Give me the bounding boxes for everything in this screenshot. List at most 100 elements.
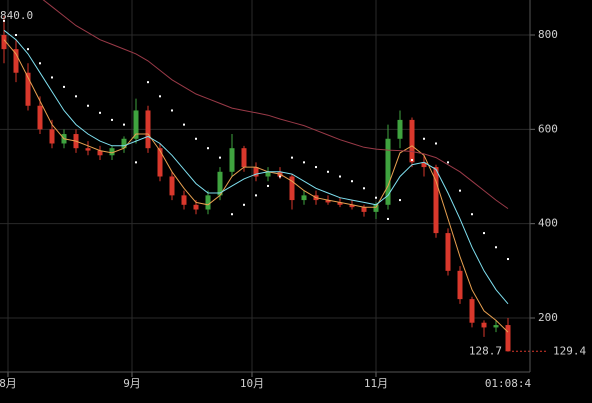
countdown-label: 01:08:4 — [485, 377, 532, 390]
candle-body — [97, 150, 103, 156]
sar-dot — [291, 156, 293, 159]
ma-line — [42, 0, 509, 210]
sar-dot — [375, 196, 377, 199]
candle-body — [133, 110, 139, 139]
candle-body — [361, 207, 367, 212]
sar-dot — [459, 189, 461, 192]
x-tick-label: 11月 — [364, 377, 388, 390]
sar-dot — [195, 137, 197, 140]
plot-area — [1, 0, 511, 352]
y-tick-label: 400 — [538, 217, 558, 230]
low-marker-label: 128.7 — [469, 345, 502, 358]
axes: 200 400 600 800 8月 9月 10月 11月 840.0 128.7 129.4 01:… — [0, 9, 586, 390]
sar-dot — [279, 175, 281, 178]
sar-dot — [471, 213, 473, 216]
sar-dot — [159, 95, 161, 98]
sar-dot — [303, 161, 305, 164]
ma-line — [3, 39, 509, 333]
sar-dot — [123, 123, 125, 126]
candle-body — [325, 200, 331, 203]
candle-body — [421, 162, 427, 168]
y-tick-label: 600 — [538, 122, 558, 135]
candle-body — [337, 202, 343, 205]
grid — [0, 0, 530, 372]
candle-body — [121, 138, 127, 149]
sar-dot — [399, 199, 401, 202]
candle-body — [145, 110, 151, 149]
sar-dot — [27, 48, 29, 51]
candle-body — [433, 167, 439, 234]
sar-dot — [147, 81, 149, 84]
candle-body — [301, 195, 307, 201]
sar-dot — [99, 111, 101, 114]
candle-body — [49, 129, 55, 144]
sar-dot — [447, 161, 449, 164]
candle-body — [481, 322, 487, 328]
y-tick-label: 200 — [538, 311, 558, 324]
candle-body — [37, 105, 43, 130]
sar-dot — [183, 123, 185, 126]
candle-body — [85, 148, 91, 151]
sar-dot — [339, 175, 341, 178]
candle-body — [445, 233, 451, 271]
sar-dot — [207, 147, 209, 150]
candle-body — [253, 167, 259, 177]
sar-dot — [495, 246, 497, 249]
candle-body — [505, 325, 511, 352]
last-price-label: 129.4 — [553, 344, 586, 357]
ma-line — [3, 29, 509, 305]
candle-body — [385, 138, 391, 205]
sar-dot — [435, 142, 437, 145]
sar-dot — [15, 33, 17, 36]
sar-dot — [363, 187, 365, 190]
candle-body — [373, 204, 379, 212]
sar-dot — [171, 109, 173, 112]
candle-body — [181, 195, 187, 205]
candle-body — [241, 148, 247, 168]
candle-body — [193, 204, 199, 210]
sar-dot — [243, 203, 245, 206]
sar-dot — [315, 166, 317, 169]
candle-body — [265, 171, 271, 177]
sar-dot — [423, 137, 425, 140]
sar-dot — [63, 85, 65, 88]
sar-dot — [267, 184, 269, 187]
candle-body — [157, 148, 163, 177]
sar-dot — [351, 180, 353, 183]
sar-dot — [411, 158, 413, 161]
candle-body — [469, 299, 475, 323]
candle-body — [205, 195, 211, 210]
sar-dot — [135, 161, 137, 164]
candle-body — [229, 148, 235, 172]
sar-dot — [327, 170, 329, 173]
candle-body — [25, 72, 31, 106]
x-tick-label: 9月 — [123, 377, 141, 390]
sar-dot — [231, 213, 233, 216]
candle-body — [217, 171, 223, 196]
sar-dot — [219, 156, 221, 159]
candle-body — [109, 148, 115, 156]
x-tick-label: 10月 — [240, 377, 264, 390]
candle-body — [409, 119, 415, 163]
y-tick-label: 800 — [538, 28, 558, 41]
candle-body — [289, 176, 295, 201]
candle-body — [13, 49, 19, 73]
sar-dot — [507, 258, 509, 261]
sar-dot — [255, 194, 257, 197]
candle-body — [493, 325, 499, 328]
sar-dot — [75, 95, 77, 98]
candle-body — [349, 204, 355, 208]
sar-dot — [483, 232, 485, 235]
candle-body — [1, 34, 7, 50]
candle-body — [397, 119, 403, 139]
sar-dot — [111, 118, 113, 121]
x-tick-label: 8月 — [0, 377, 17, 390]
candle-body — [457, 270, 463, 300]
sar-dot — [3, 19, 5, 22]
high-marker-label: 840.0 — [0, 9, 33, 22]
sar-dot — [87, 104, 89, 107]
sar-dot — [39, 62, 41, 65]
candle-body — [169, 176, 175, 196]
